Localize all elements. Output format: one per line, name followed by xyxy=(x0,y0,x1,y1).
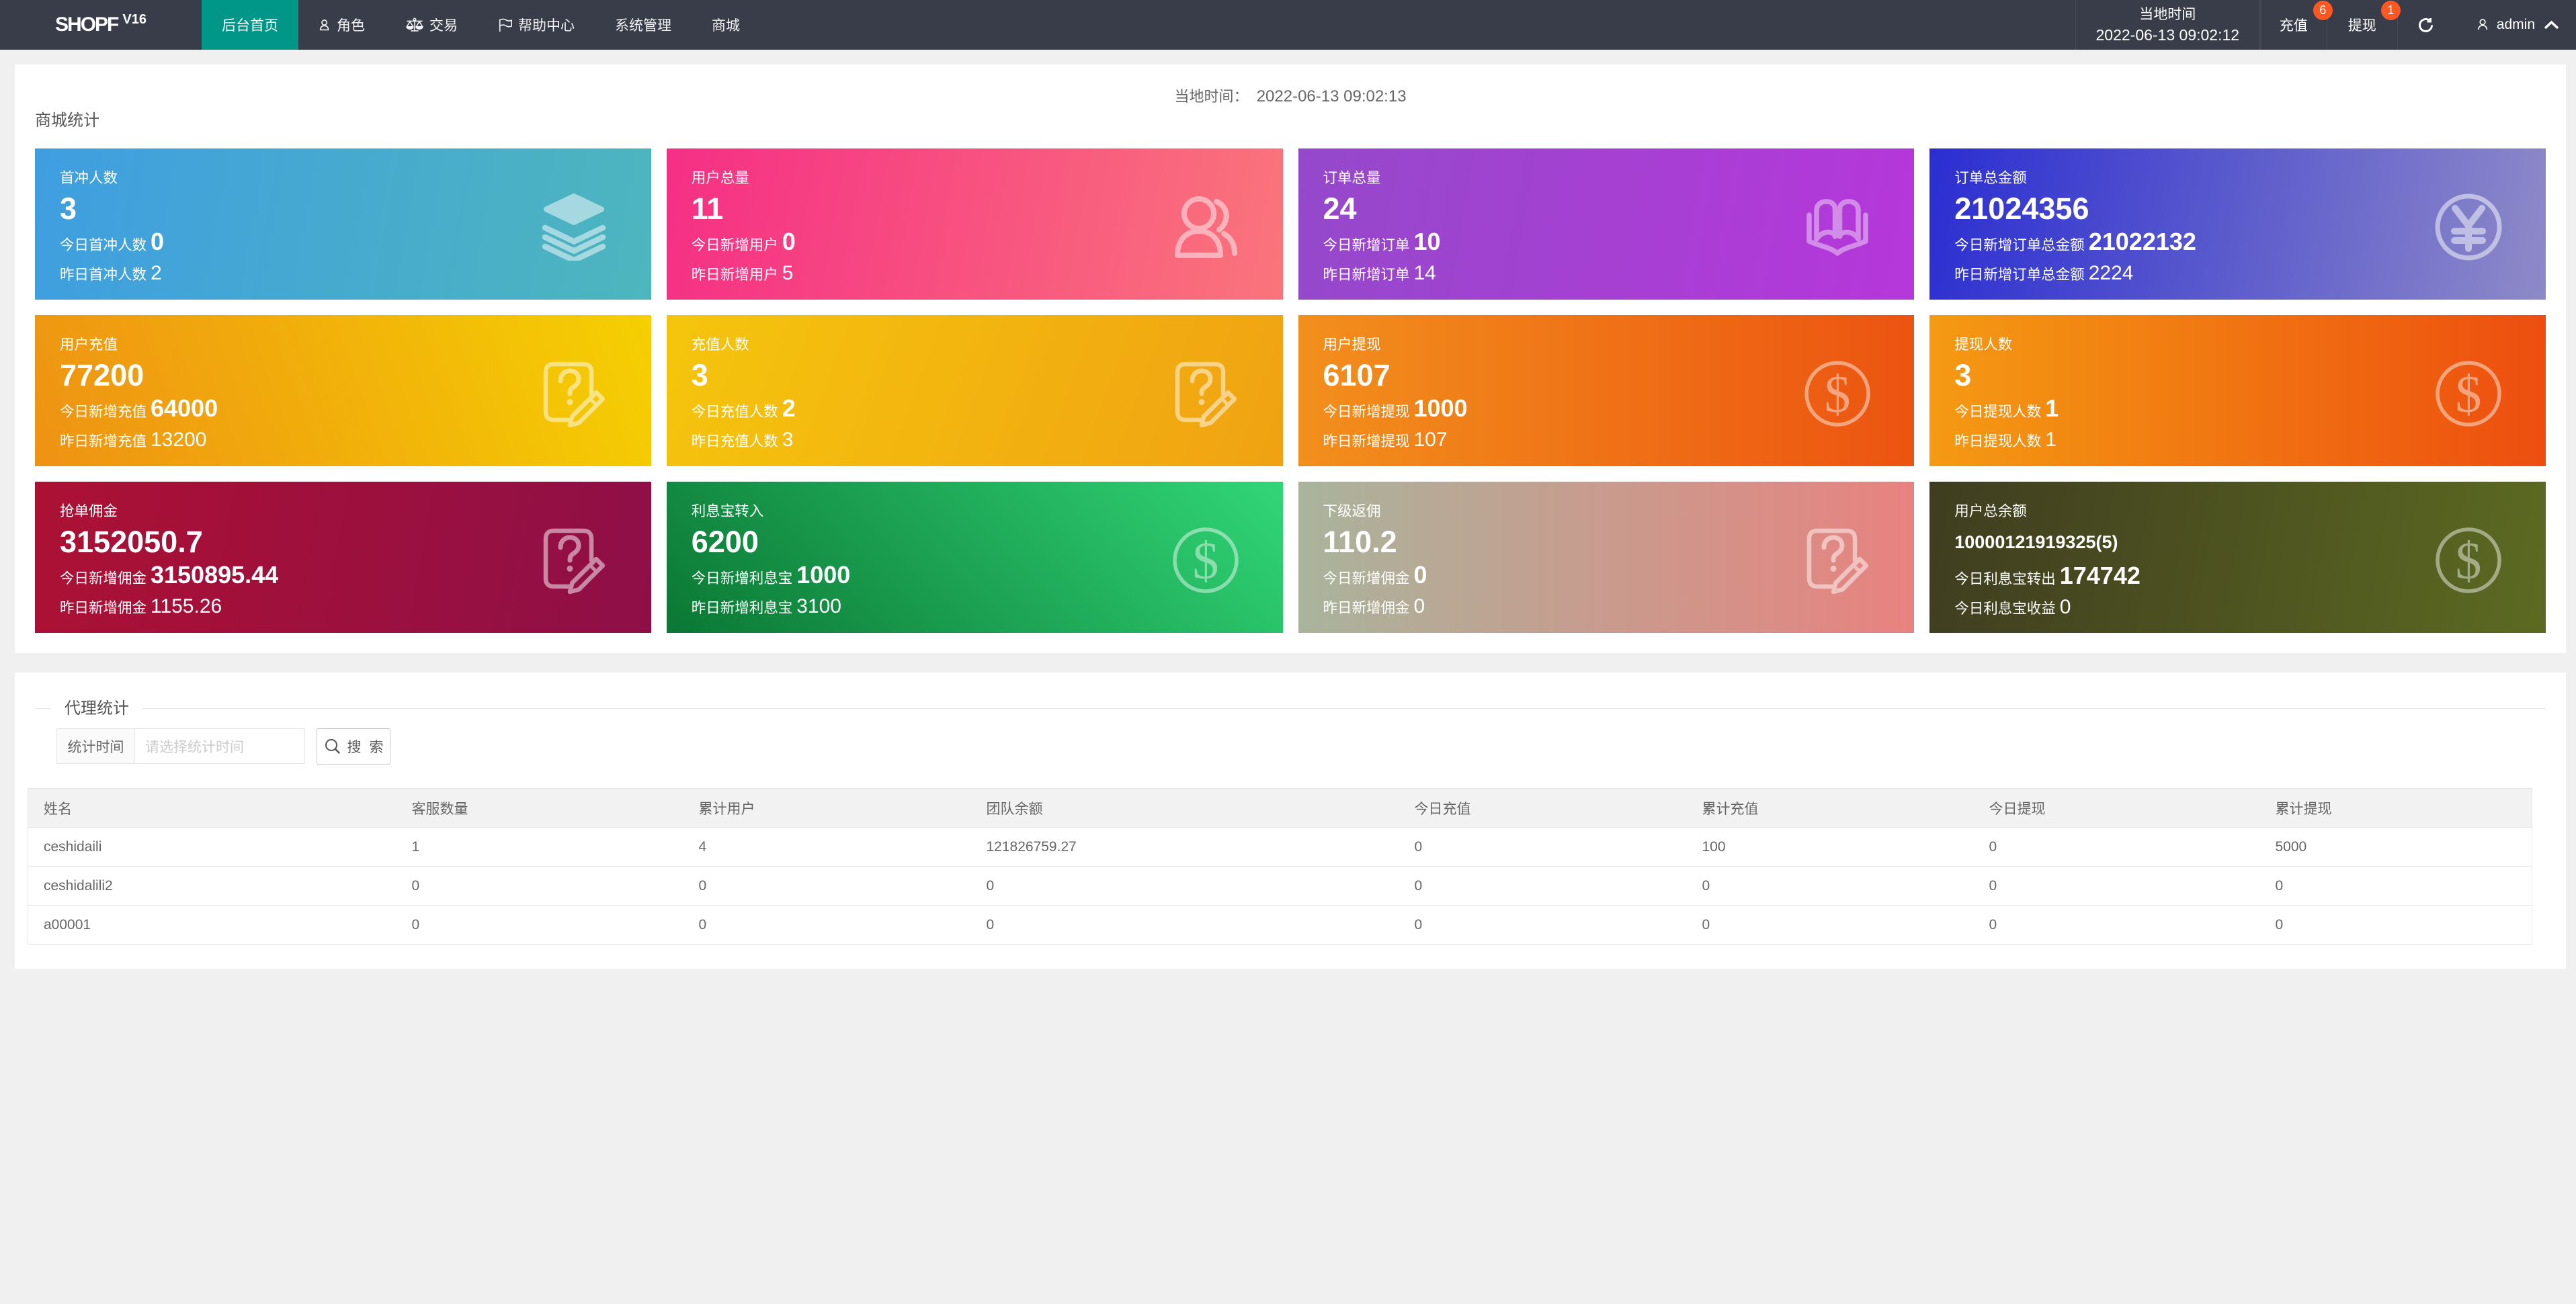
svg-text:$: $ xyxy=(2456,365,2482,423)
svg-text:$: $ xyxy=(2456,531,2482,590)
svg-text:$: $ xyxy=(1824,365,1850,423)
svg-text:$: $ xyxy=(1192,531,1218,590)
